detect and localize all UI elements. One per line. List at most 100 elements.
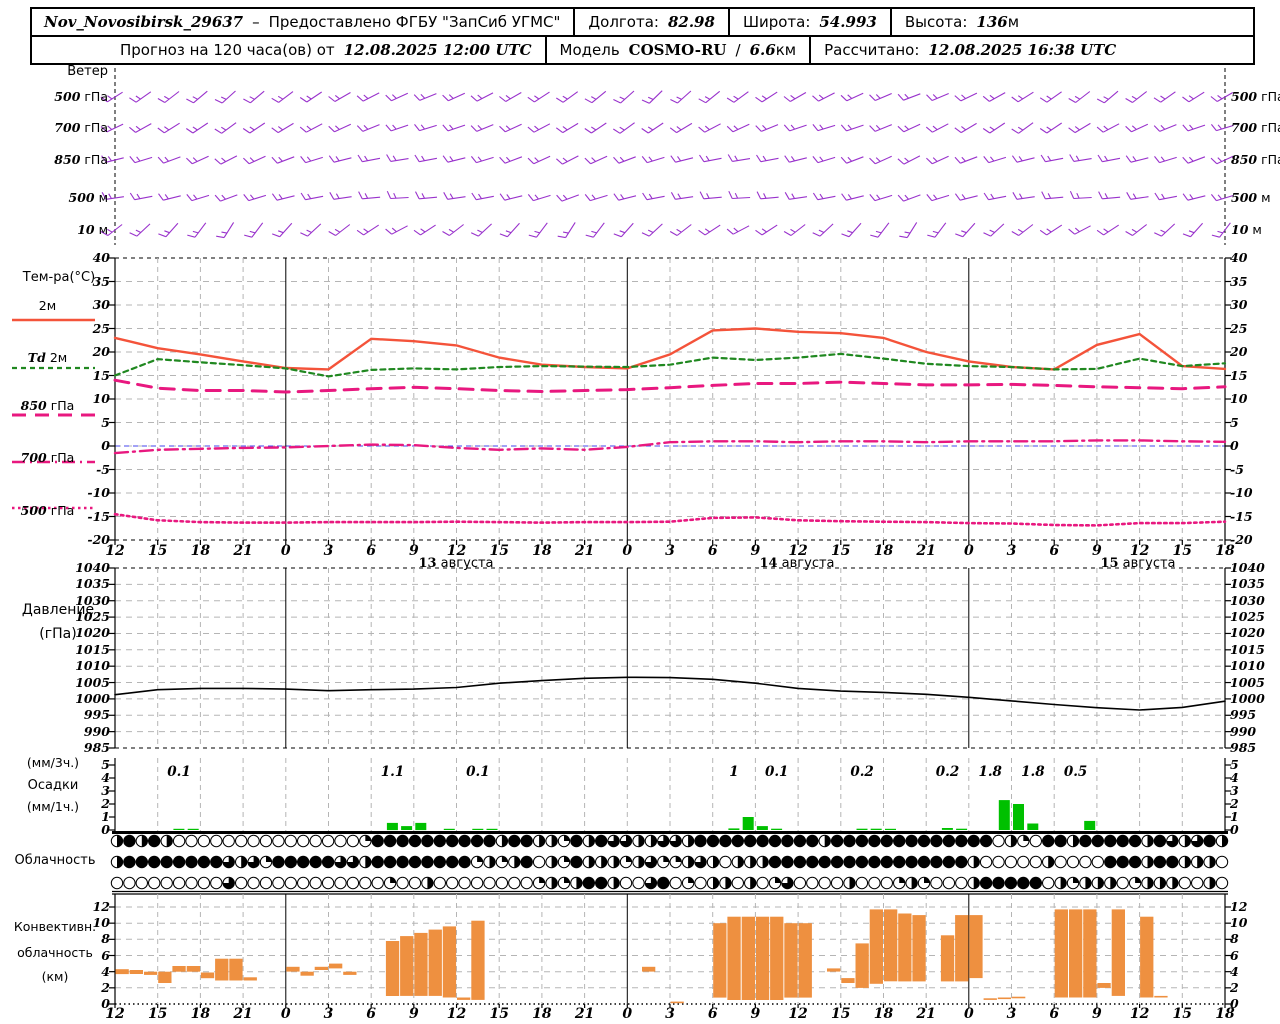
calc-time: 12.08.2025 16:38 UTC [928,41,1117,59]
pressure-panel-title: Давление [21,602,95,618]
hour-tick-label: 12 [105,543,125,559]
provider-text: Предоставлено ФГБУ "ЗапСиб УГМС" [268,13,561,31]
temp-ytick-label: 30 [92,297,110,312]
hour-tick-label: 0 [963,1006,974,1022]
conv-ytick-label: 10 [1230,915,1248,931]
hour-tick-label: 15 [489,1006,509,1022]
hour-tick-label: 18 [190,543,211,559]
temp-ytick-label: 0 [1230,438,1239,453]
pressure-ytick-label: 1015 [1230,641,1265,657]
divider [889,9,892,35]
hour-tick-label: 18 [532,543,552,559]
svg-text:0.1: 0.1 [167,764,191,780]
hour-tick-label: 0 [280,543,291,559]
pressure-ytick-label: 1030 [75,592,110,608]
hour-tick-label: 21 [916,1006,936,1022]
conv-ytick-label: 2 [1230,979,1239,995]
temp-ytick-label: -15 [1230,508,1253,524]
temp-ytick-label: -10 [1230,485,1253,500]
hour-tick-label: 6 [366,1006,377,1022]
pressure-ytick-label: 1025 [75,609,110,625]
temp-ytick-label: 0 [101,438,110,453]
svg-text:1.1: 1.1 [381,764,405,780]
hour-tick-label: 15 [831,1006,851,1022]
hour-tick-label: 6 [1049,543,1060,559]
conv-ytick-label: 6 [1230,947,1239,963]
latitude-value: 54.993 [819,13,877,31]
precip-ytick-label: 2 [101,796,110,811]
divider [573,9,576,35]
conv-ytick-label: 2 [101,979,110,995]
pressure-ytick-label: 990 [83,723,110,739]
conv-ytick-label: 4 [101,963,110,979]
hour-tick-label: 18 [873,543,894,559]
pressure-ytick-label: 1030 [1230,592,1265,608]
legend-label: 500 гПа [20,503,75,518]
conv-ytick-label: 0 [1230,996,1239,1011]
pressure-ytick-label: 1035 [75,576,110,592]
pressure-ytick-label: 1035 [1230,576,1265,592]
hour-tick-label: 9 [1092,543,1102,559]
hour-tick-label: 9 [750,1006,761,1022]
temp-ytick-label: 35 [1230,273,1248,289]
temp-ytick-label: 35 [92,273,110,289]
precip-ytick-label: 3 [1230,783,1239,798]
hour-tick-label: 3 [665,1006,675,1022]
hour-tick-label: 0 [963,543,974,559]
svg-text:0.1: 0.1 [765,764,789,780]
hour-tick-label: 0 [280,1006,291,1022]
precip-1h-unit-label: (мм/1ч.) [26,799,80,814]
date-label: 15 августа [1100,556,1176,571]
precip-ytick-label: 0 [101,822,110,837]
hour-tick-label: 3 [323,543,334,559]
precip-title: Осадки [27,778,79,793]
legend-label: Td 2м [27,350,68,365]
pressure-ytick-label: 1010 [75,658,110,674]
pressure-ytick-label: 995 [83,707,110,723]
svg-text:0.5: 0.5 [1064,764,1088,780]
calc-label: Рассчитано: [824,41,920,59]
hour-tick-label: 12 [788,543,808,559]
legend-label: 700 гПа [20,450,75,465]
altitude-label: Высота: [904,13,968,31]
hour-tick-label: 15 [1172,543,1193,559]
svg-text:1.8: 1.8 [978,764,1002,780]
temp-ytick-label: -10 [87,485,110,500]
wind-level-label: 10 м [77,222,108,237]
hour-tick-label: 9 [750,543,761,559]
pressure-ytick-label: 1000 [75,690,110,706]
model-label: Модель [559,41,620,59]
temp-ytick-label: 40 [92,250,110,265]
hour-tick-label: 21 [233,1006,253,1022]
precip-ytick-label: 2 [1230,796,1239,811]
hour-tick-label: 15 [147,543,168,559]
divider [809,37,812,63]
legend-label: 850 гПа [20,398,75,413]
legend-label: 2м [38,298,57,313]
wind-level-label: 500 м [1231,190,1271,205]
wind-panel-title: Ветер [67,64,108,79]
hour-tick-label: 3 [1006,1006,1017,1022]
header-row-1: Nov_Novosibirsk_29637 – Предоставлено ФГ… [32,9,1253,37]
divider [727,9,730,35]
conv-ytick-label: 0 [101,996,110,1011]
hour-tick-label: 15 [1172,1006,1193,1022]
hour-tick-label: 3 [1006,543,1017,559]
pressure-ytick-label: 1025 [1230,609,1265,625]
hour-tick-label: 18 [1215,543,1235,559]
temp-panel-title: Тем-ра(°C) [22,270,96,285]
temp-ytick-label: 25 [1230,320,1248,336]
hour-tick-label: 15 [147,1006,168,1022]
hour-tick-label: 0 [622,1006,633,1022]
hour-tick-label: 6 [707,543,718,559]
date-label: 14 августа [759,556,835,571]
precip-ytick-label: 4 [1230,770,1239,785]
wind-level-label: 850 гПа [1231,152,1280,167]
pressure-ytick-label: 1020 [1230,625,1265,641]
model-resolution: 6.6км [749,41,797,59]
hour-tick-label: 6 [707,1006,718,1022]
temp-ytick-label: -15 [87,508,110,524]
header-row-2: Прогноз на 120 часа(ов) от 12.08.2025 12… [32,37,1253,63]
precip-ytick-label: 0 [1230,822,1239,837]
